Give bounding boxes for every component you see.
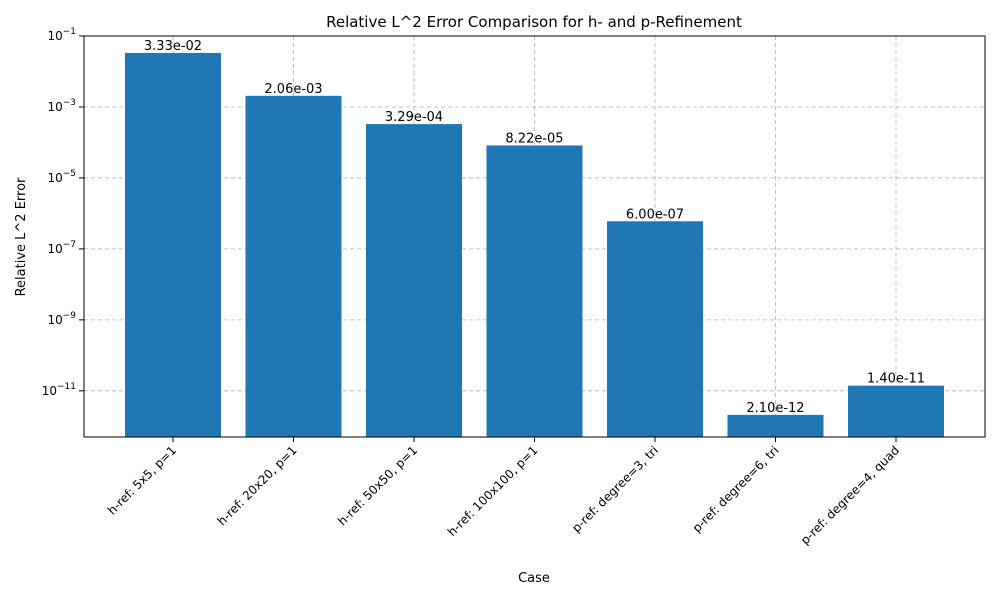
bar xyxy=(607,221,703,437)
bar-value-label: 6.00e-07 xyxy=(626,207,684,222)
y-tick-label: 10−9 xyxy=(47,311,76,327)
bar xyxy=(245,95,342,437)
bar xyxy=(125,52,221,438)
bar-value-label: 8.22e-05 xyxy=(505,131,563,146)
bar xyxy=(366,124,462,437)
bar xyxy=(727,414,824,437)
bar-value-label: 3.29e-04 xyxy=(385,110,443,125)
y-tick-label: 10−7 xyxy=(47,240,76,256)
x-axis-label: Case xyxy=(518,571,550,586)
bar-value-label: 2.10e-12 xyxy=(746,401,804,416)
chart-title: Relative L^2 Error Comparison for h- and… xyxy=(326,13,742,31)
x-tick-label: h-ref: 50x50, p=1 xyxy=(335,443,420,528)
y-axis-label: Relative L^2 Error xyxy=(14,177,29,296)
y-tick-label: 10−5 xyxy=(47,169,76,185)
x-tick-label: h-ref: 5x5, p=1 xyxy=(105,443,179,517)
y-tick-label: 10−3 xyxy=(47,98,76,114)
x-tick-label: p-ref: degree=3, tri xyxy=(569,443,661,535)
x-axis-ticks: h-ref: 5x5, p=1 h-ref: 20x20, p=1 h-ref: 5… xyxy=(105,437,902,547)
y-tick-label: 10−1 xyxy=(47,27,76,43)
bar xyxy=(848,385,944,437)
x-tick-label: p-ref: degree=6, tri xyxy=(690,443,782,535)
x-tick-label: h-ref: 20x20, p=1 xyxy=(215,443,300,528)
bar-value-label: 1.40e-11 xyxy=(867,372,925,387)
bar xyxy=(486,145,583,437)
bar-value-label: 3.33e-02 xyxy=(144,39,202,54)
y-axis-ticks: 10−11 10−9 10−7 10−5 10−3 10−1 xyxy=(42,27,84,398)
y-tick-label: 10−11 xyxy=(42,382,76,398)
bar-value-label: 2.06e-03 xyxy=(264,82,322,97)
bars-layer xyxy=(125,52,944,438)
x-tick-label: h-ref: 100x100, p=1 xyxy=(445,443,541,539)
x-tick-label: p-ref: degree=4, quad xyxy=(798,443,902,547)
data-labels-layer: 3.33e-02 2.06e-03 3.29e-04 8.22e-05 6.00e-07… xyxy=(144,39,925,416)
